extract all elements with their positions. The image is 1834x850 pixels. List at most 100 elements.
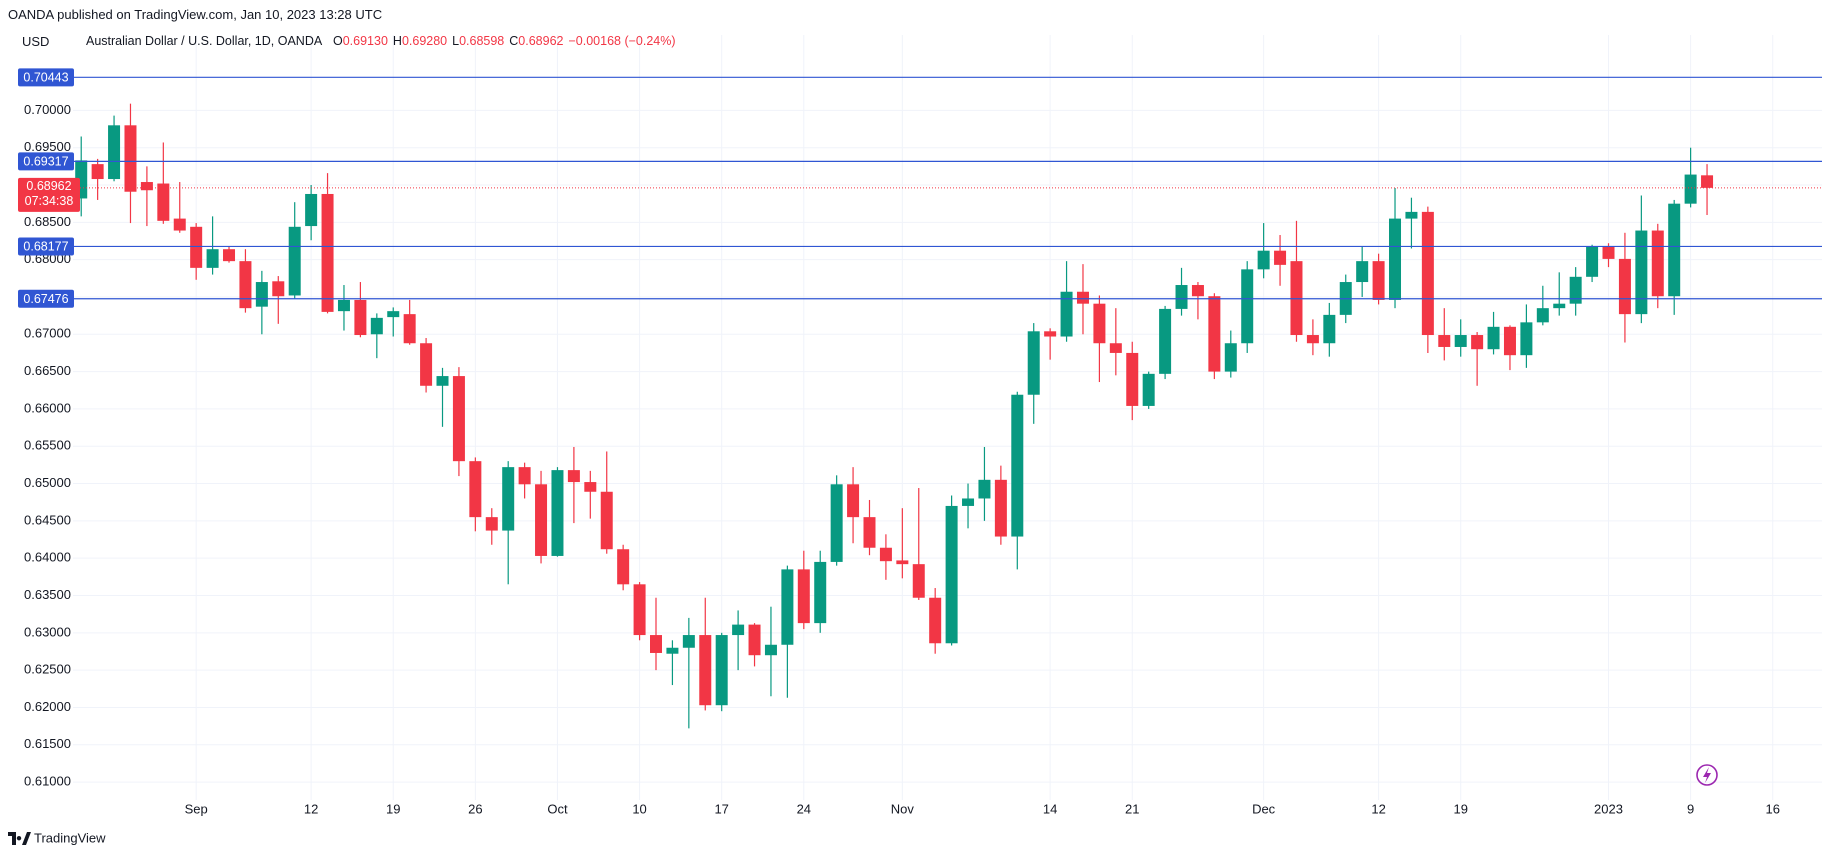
- x-tick-label: Oct: [547, 801, 568, 816]
- price-line-label: 0.68177: [23, 240, 68, 254]
- candle-body: [1060, 291, 1073, 337]
- candle-body: [1471, 335, 1484, 350]
- x-tick-label: 12: [1371, 801, 1385, 816]
- candle-body: [140, 182, 153, 191]
- candle-body: [485, 517, 498, 531]
- candle-body: [584, 482, 597, 492]
- y-tick-label: 0.65500: [24, 438, 71, 453]
- legend-key: L: [452, 34, 460, 48]
- y-tick-label: 0.61500: [24, 736, 71, 751]
- candle-body: [962, 498, 975, 506]
- candle-body: [239, 261, 252, 309]
- alert-bolt[interactable]: [1703, 767, 1711, 783]
- candle-body: [797, 569, 810, 624]
- candle-body: [732, 624, 745, 636]
- candle-body: [502, 467, 515, 531]
- x-tick-label: 12: [304, 801, 318, 816]
- candle-body: [354, 299, 367, 336]
- candle-body: [847, 484, 860, 518]
- candle-body: [567, 470, 580, 483]
- footer-logo: TradingView: [8, 830, 106, 845]
- y-tick-label: 0.61000: [24, 774, 71, 789]
- y-tick-label: 0.63000: [24, 624, 71, 639]
- x-tick-label: 14: [1043, 801, 1057, 816]
- candle-body: [978, 479, 991, 499]
- candle-body: [255, 282, 268, 307]
- header: OANDA published on TradingView.com, Jan …: [8, 7, 383, 22]
- candle-body: [1438, 335, 1451, 347]
- candle-body: [387, 311, 400, 318]
- candle-body: [1421, 211, 1434, 336]
- candle-body: [1142, 373, 1155, 406]
- alert-circle[interactable]: [1696, 764, 1718, 786]
- candle-body: [1684, 174, 1697, 204]
- candle-body: [1191, 285, 1204, 297]
- candle-body: [1290, 261, 1303, 336]
- candle-body: [814, 561, 827, 624]
- price-line-label-bg: [18, 68, 74, 87]
- candle-body: [830, 484, 843, 562]
- x-tick-label: 2023: [1594, 801, 1623, 816]
- candle-body: [124, 125, 137, 192]
- countdown: 07:34:38: [25, 194, 74, 208]
- candle-body: [781, 569, 794, 645]
- price-line-label: 0.70443: [23, 71, 68, 85]
- candle-body: [1274, 250, 1287, 265]
- candle-body: [945, 505, 958, 644]
- candle-body: [1520, 322, 1533, 356]
- candle-body: [1487, 326, 1500, 350]
- candle-body: [157, 183, 170, 221]
- price-lines: 0.70443 0.69317 0.68177 0.67476 0.6896207:34…: [18, 68, 1822, 308]
- candle-body: [715, 635, 728, 706]
- x-tick-label: Sep: [185, 801, 208, 816]
- candle-body: [1175, 285, 1188, 309]
- x-tick-label: 9: [1687, 801, 1694, 816]
- x-tick-label: 24: [797, 801, 811, 816]
- price-line-label: 0.67476: [23, 292, 68, 306]
- candle-body: [1618, 258, 1631, 315]
- candle-body: [1635, 230, 1648, 315]
- y-tick-label: 0.66500: [24, 363, 71, 378]
- candle-body: [764, 644, 777, 656]
- y-tick-label: 0.69500: [24, 139, 71, 154]
- price-line-label-bg: [18, 152, 74, 171]
- price-line-label: 0.69317: [23, 155, 68, 169]
- candle-body: [1668, 203, 1681, 297]
- candle-body: [1503, 326, 1516, 356]
- candle-body: [321, 193, 334, 312]
- footer-text: TradingView: [34, 830, 106, 845]
- candle-body: [403, 314, 416, 344]
- candle-body: [1241, 269, 1254, 344]
- candle-body: [682, 635, 695, 648]
- candle-body: [1356, 261, 1369, 283]
- candle-body: [1389, 218, 1402, 300]
- candle-body: [617, 549, 630, 585]
- y-tick-label: 0.65000: [24, 475, 71, 490]
- y-tick-label: 0.66000: [24, 400, 71, 415]
- candle-body: [436, 376, 449, 386]
- x-tick-label: 10: [632, 801, 646, 816]
- candle-body: [1011, 394, 1024, 537]
- legend-change: −0.00168 (−0.24%): [568, 34, 676, 48]
- x-tick-label: 19: [1453, 801, 1467, 816]
- candle-body: [223, 249, 236, 262]
- alert-icon[interactable]: [1696, 764, 1718, 786]
- x-tick-label: 16: [1765, 801, 1779, 816]
- candle-body: [190, 226, 203, 268]
- candle-body: [1602, 246, 1615, 259]
- candle-body: [896, 560, 909, 565]
- y-tick-label: 0.64500: [24, 512, 71, 527]
- candle-body: [912, 564, 925, 598]
- x-tick-label: Dec: [1252, 801, 1276, 816]
- legend-value: 0.69280: [401, 34, 448, 48]
- y-tick-label: 0.68500: [24, 214, 71, 229]
- legend-value: 0.69130: [342, 34, 388, 48]
- x-tick-label: 26: [468, 801, 482, 816]
- candle-body: [1257, 250, 1270, 270]
- candle-body: [1454, 335, 1467, 347]
- legend-value: 0.68962: [518, 34, 564, 48]
- candle-body: [1044, 331, 1057, 337]
- candle-body: [1651, 230, 1664, 297]
- candle-body: [1586, 246, 1599, 277]
- legend-value: 0.68598: [459, 34, 505, 48]
